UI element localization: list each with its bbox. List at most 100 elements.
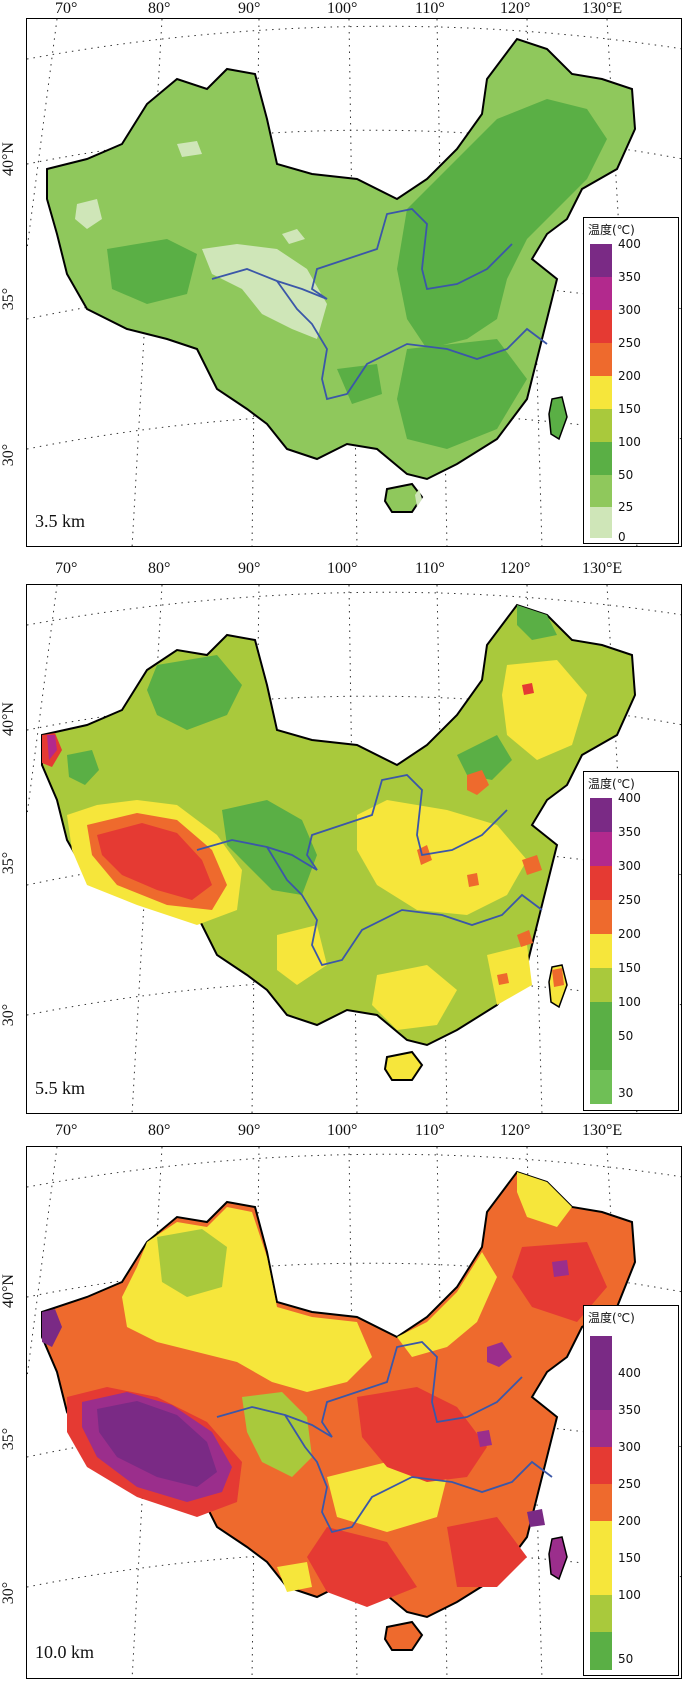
hainan-island — [383, 482, 424, 513]
legend-tick: 100 — [618, 995, 641, 1009]
temperature-patches — [75, 99, 607, 507]
legend-swatch-300-350 — [590, 832, 612, 866]
lon-label-120: 120° — [500, 1122, 531, 1139]
taiwan-island — [548, 396, 568, 441]
temperature-patches — [42, 1172, 607, 1607]
legend-tick: 300 — [618, 859, 641, 873]
temperature-map — [27, 1147, 681, 1678]
legend-swatch-300-350 — [590, 277, 612, 310]
depth-label: 5.5 km — [35, 1078, 86, 1098]
legend-tick: 400 — [618, 791, 641, 805]
rivers — [211, 208, 548, 401]
lon-label-110: 110° — [415, 0, 445, 17]
lon-label-70: 70° — [55, 560, 78, 577]
lat-label-35: 35° — [0, 287, 18, 311]
legend-swatch-30-50 — [590, 1036, 612, 1070]
legend-tick: 200 — [618, 369, 641, 383]
rivers — [216, 1341, 553, 1534]
legend-swatch-200-250 — [590, 343, 612, 376]
lon-label-90: 90° — [238, 1122, 261, 1139]
legend-swatch-350-400 — [590, 1373, 612, 1410]
legend-tick: 300 — [618, 1440, 641, 1454]
map-panel-3-5km: 70° 80° 90° 100° 110° 120° 130°E 40°N 35… — [0, 0, 700, 560]
legend-swatch-150-200 — [590, 1521, 612, 1558]
legend-tick: 50 — [618, 1652, 634, 1666]
lon-label-100: 100° — [327, 0, 358, 17]
legend-tick: 250 — [618, 1477, 641, 1491]
legend-swatch-250-300 — [590, 866, 612, 900]
lon-label-70: 70° — [55, 1122, 78, 1139]
legend-tick: 50 — [618, 468, 634, 482]
legend-tick: 150 — [618, 961, 641, 975]
map-panel-10-0km: 70° 80° 90° 100° 110° 120° 130°E 40°N 35… — [0, 1122, 700, 1683]
rivers — [196, 774, 543, 967]
legend-tick: 150 — [618, 402, 641, 416]
lon-label-100: 100° — [327, 560, 358, 577]
legend: 温度(℃) 400 350 300 250 200 150 100 50 — [583, 1305, 679, 1676]
legend-tick: 350 — [618, 1403, 641, 1417]
legend-tick: 400 — [618, 1366, 641, 1380]
temperature-map — [27, 585, 681, 1113]
legend-swatch-25-50 — [590, 475, 612, 507]
lon-label-100: 100° — [327, 1122, 358, 1139]
legend-tick: 350 — [618, 825, 641, 839]
lat-label-40n: 40°N — [0, 142, 17, 176]
lat-label-30: 30° — [0, 1003, 18, 1027]
legend-swatch-50-100 — [590, 1002, 612, 1036]
lon-label-90: 90° — [238, 560, 261, 577]
legend-tick: 250 — [618, 893, 641, 907]
legend-tick: 100 — [618, 435, 641, 449]
legend-title: 温度(℃) — [588, 223, 635, 237]
legend-swatch-350-400 — [590, 244, 612, 277]
hainan-island — [383, 1050, 424, 1081]
hainan-island — [383, 1620, 424, 1651]
lon-label-70: 70° — [55, 0, 78, 17]
legend-tick: 400 — [618, 237, 641, 251]
legend-swatch-0-25 — [590, 507, 612, 538]
legend-swatch-250-300 — [590, 1447, 612, 1484]
legend-swatch-200-250 — [590, 1484, 612, 1521]
lat-label-40n: 40°N — [0, 1274, 17, 1308]
depth-label: 3.5 km — [35, 511, 86, 531]
legend-swatch-100-150 — [590, 1558, 612, 1595]
legend: 温度(℃) 400 350 300 250 200 150 100 50 30 — [583, 771, 679, 1111]
lat-label-35: 35° — [0, 851, 18, 875]
legend-swatch-below-50 — [590, 1632, 612, 1670]
legend-tick: 30 — [618, 1086, 634, 1100]
legend-swatch-below-30 — [590, 1070, 612, 1104]
map-frame: 5.5 km 温度(℃) 400 350 300 250 200 150 100… — [26, 584, 682, 1114]
legend-colorbar — [590, 798, 612, 1104]
legend-tick: 250 — [618, 336, 641, 350]
legend-swatch-150-200 — [590, 376, 612, 409]
lon-label-80: 80° — [148, 560, 171, 577]
map-panel-5-5km: 70° 80° 90° 100° 110° 120° 130°E 40°N 35… — [0, 560, 700, 1122]
map-frame: 3.5 km 温度(℃) 400 350 300 250 200 150 100… — [26, 18, 682, 547]
legend-swatch-250-300 — [590, 310, 612, 343]
legend-swatch-100-150 — [590, 409, 612, 442]
lon-label-130e: 130°E — [582, 560, 623, 577]
lon-label-80: 80° — [148, 1122, 171, 1139]
temperature-patches — [42, 605, 587, 1030]
legend: 温度(℃) 400 350 300 250 200 150 100 50 25 … — [583, 217, 679, 544]
legend-tick: 150 — [618, 1551, 641, 1565]
legend-tick: 50 — [618, 1029, 634, 1043]
legend-swatch-300-350 — [590, 1410, 612, 1447]
legend-swatch-350-400 — [590, 798, 612, 832]
lon-label-120: 120° — [500, 0, 531, 17]
legend-colorbar — [590, 244, 612, 538]
legend-swatch-above-400 — [590, 1336, 612, 1373]
lat-label-40n: 40°N — [0, 702, 17, 736]
lon-label-130e: 130°E — [582, 1122, 623, 1139]
lat-label-30: 30° — [0, 1581, 18, 1605]
legend-swatch-50-100 — [590, 442, 612, 475]
legend-swatch-150-200 — [590, 934, 612, 968]
legend-tick: 300 — [618, 303, 641, 317]
legend-tick: 200 — [618, 1514, 641, 1528]
legend-swatch-50-100 — [590, 1595, 612, 1632]
lat-label-35: 35° — [0, 1427, 18, 1451]
lon-label-120: 120° — [500, 560, 531, 577]
legend-tick: 0 — [618, 530, 626, 544]
legend-tick: 100 — [618, 1588, 641, 1602]
lon-label-90: 90° — [238, 0, 261, 17]
lon-label-80: 80° — [148, 0, 171, 17]
